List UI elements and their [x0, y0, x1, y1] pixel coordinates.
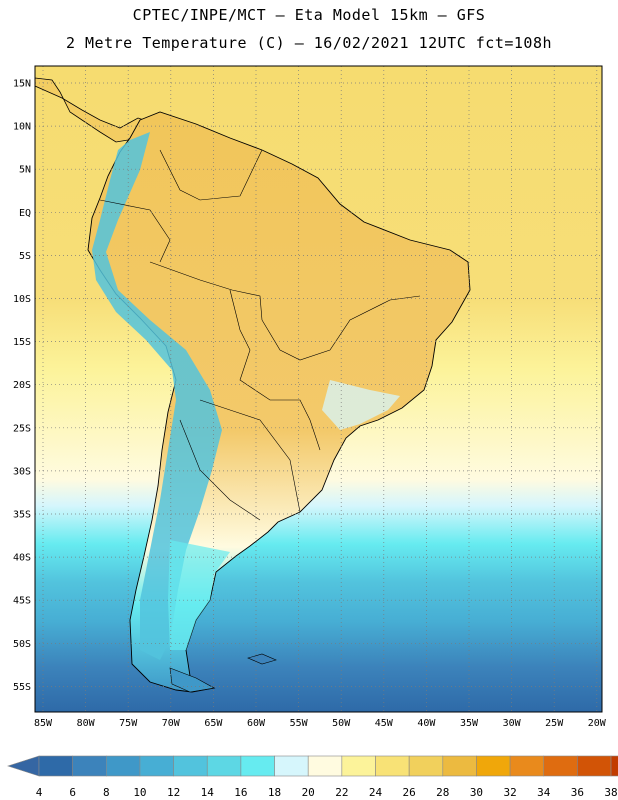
country-borders [99, 149, 421, 521]
andes-cold-band [92, 132, 222, 660]
colorbar-label: 20 [302, 786, 315, 799]
colorbar-swatch [577, 755, 612, 777]
patagonia-cool-area [168, 540, 230, 650]
colorbar-label: 16 [234, 786, 247, 799]
longitude-label: 65W [204, 718, 223, 729]
latitude-label: 10N [13, 122, 31, 133]
colorbar-swatch [38, 755, 73, 777]
colorbar-label: 26 [403, 786, 416, 799]
colorbar-label: 32 [503, 786, 516, 799]
latitude-label: 15S [13, 337, 31, 348]
latitude-label: 15N [13, 79, 31, 90]
colorbar-label: 8 [103, 786, 110, 799]
longitude-label: 20W [588, 718, 607, 729]
longitude-label: 45W [375, 718, 394, 729]
colorbar-label: 10 [133, 786, 146, 799]
longitude-label: 80W [77, 718, 96, 729]
longitude-label: 75W [119, 718, 138, 729]
colorbar-label: 34 [537, 786, 551, 799]
colorbar-label: 18 [268, 786, 281, 799]
colorbar-label: 4 [36, 786, 43, 799]
falkland-islands [247, 653, 277, 665]
colorbar-swatch [476, 755, 511, 777]
colorbar-swatch [341, 755, 376, 777]
colorbar-label: 24 [369, 786, 383, 799]
longitude-label: 40W [417, 718, 436, 729]
colorbar-swatch [375, 755, 410, 777]
latitude-label: 5N [19, 165, 31, 176]
longitude-label: 30W [503, 718, 522, 729]
longitude-label: 60W [247, 718, 266, 729]
colorbar-swatch [274, 755, 309, 777]
colorbar-swatch [442, 755, 477, 777]
colorbar-swatch [543, 755, 578, 777]
colorbar-swatch [240, 755, 275, 777]
colorbar-swatch [173, 755, 208, 777]
colorbar-label: 28 [436, 786, 449, 799]
colorbar-swatch [139, 755, 174, 777]
latitude-label: 25S [13, 423, 31, 434]
latitude-axis-labels: 15N 10N 5N EQ 5S 10S 15S 20S 25S 30S 35S 40S 45S 50S 5… [13, 79, 31, 693]
colorbar-label: 14 [201, 786, 215, 799]
latitude-label: 45S [13, 596, 31, 607]
tierra-del-fuego [169, 667, 215, 693]
colorbar-swatch [206, 755, 242, 777]
colorbar-label: 38 [604, 786, 617, 799]
latitude-label: 30S [13, 466, 31, 477]
colorbar-swatch [408, 755, 444, 777]
longitude-axis-labels: 85W 80W 75W 70W 65W 60W 55W 50W 45W 40W 35W 30W 25W 2… [34, 718, 607, 729]
latitude-label: 5S [19, 251, 31, 262]
colorbar-swatch [72, 755, 107, 777]
colorbar-label: 12 [167, 786, 180, 799]
latitude-label: 20S [13, 380, 31, 391]
latitude-label: 35S [13, 510, 31, 521]
longitude-label: 85W [34, 718, 53, 729]
colorbar-swatch [307, 755, 343, 777]
title-line-1: CPTEC/INPE/MCT – Eta Model 15km – GFS [132, 6, 486, 24]
colorbar-label: 36 [571, 786, 584, 799]
longitude-label: 35W [460, 718, 479, 729]
colorbar-low-arrow [7, 755, 40, 777]
map-frame [34, 65, 603, 713]
southeast-brazil-cool-area [322, 380, 400, 430]
colorbar-label: 30 [470, 786, 483, 799]
longitude-label: 50W [332, 718, 351, 729]
longitude-label: 25W [545, 718, 564, 729]
colorbar-swatch [509, 755, 545, 777]
longitude-label: 55W [290, 718, 309, 729]
latitude-label: 10S [13, 294, 31, 305]
longitude-label: 70W [162, 718, 181, 729]
colorbar-label: 6 [69, 786, 76, 799]
latitude-label: 40S [13, 553, 31, 564]
graticule [35, 66, 602, 712]
latitude-label: 55S [13, 682, 31, 693]
latitude-label: EQ [19, 208, 31, 219]
title-line-2: 2 Metre Temperature (C) – 16/02/2021 12U… [65, 34, 553, 52]
colorbar-label: 22 [335, 786, 348, 799]
colorbar-swatch [610, 755, 618, 777]
colorbar-swatch [106, 755, 141, 777]
colorbar: 4 6 8 10 12 14 16 18 20 22 24 26 28 30 32 34 36 38 [7, 755, 618, 799]
latitude-label: 50S [13, 639, 31, 650]
